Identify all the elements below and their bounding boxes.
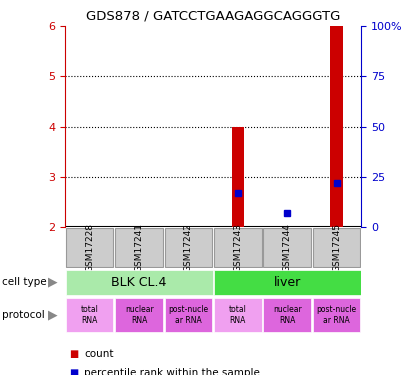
Text: GSM17245: GSM17245 [332,223,341,272]
Bar [116,298,163,332]
Text: ▶: ▶ [48,309,57,321]
Bar [214,228,262,267]
Text: post-nucle
ar RNA: post-nucle ar RNA [168,305,209,325]
Bar [165,228,212,267]
Text: ▶: ▶ [48,276,57,289]
Bar [165,298,212,332]
Text: GSM17241: GSM17241 [135,223,144,272]
Text: protocol: protocol [2,310,45,320]
Text: ■: ■ [69,368,79,375]
Text: percentile rank within the sample: percentile rank within the sample [84,368,260,375]
Text: total
RNA: total RNA [81,305,99,325]
Text: count: count [84,350,113,359]
Text: ■: ■ [69,350,79,359]
Bar [313,298,360,332]
Bar [263,298,311,332]
Bar [66,228,113,267]
Text: GSM17243: GSM17243 [234,223,242,272]
Text: nuclear
RNA: nuclear RNA [273,305,302,325]
Bar [263,228,311,267]
Text: GSM17242: GSM17242 [184,223,193,272]
Text: liver: liver [273,276,301,289]
Bar [313,228,360,267]
Bar [66,298,113,332]
Text: GSM17228: GSM17228 [85,223,94,272]
Bar [232,127,244,227]
Bar [214,298,262,332]
Bar [214,270,361,295]
Bar [66,270,213,295]
Text: cell type: cell type [2,277,47,287]
Text: BLK CL.4: BLK CL.4 [111,276,167,289]
Bar [331,26,343,227]
Text: total
RNA: total RNA [229,305,247,325]
Bar [116,228,163,267]
Text: post-nucle
ar RNA: post-nucle ar RNA [316,305,357,325]
Text: GSM17244: GSM17244 [283,223,291,272]
Text: nuclear
RNA: nuclear RNA [125,305,153,325]
Title: GDS878 / GATCCTGAAGAGGCAGGGTG: GDS878 / GATCCTGAAGAGGCAGGGTG [86,9,340,22]
